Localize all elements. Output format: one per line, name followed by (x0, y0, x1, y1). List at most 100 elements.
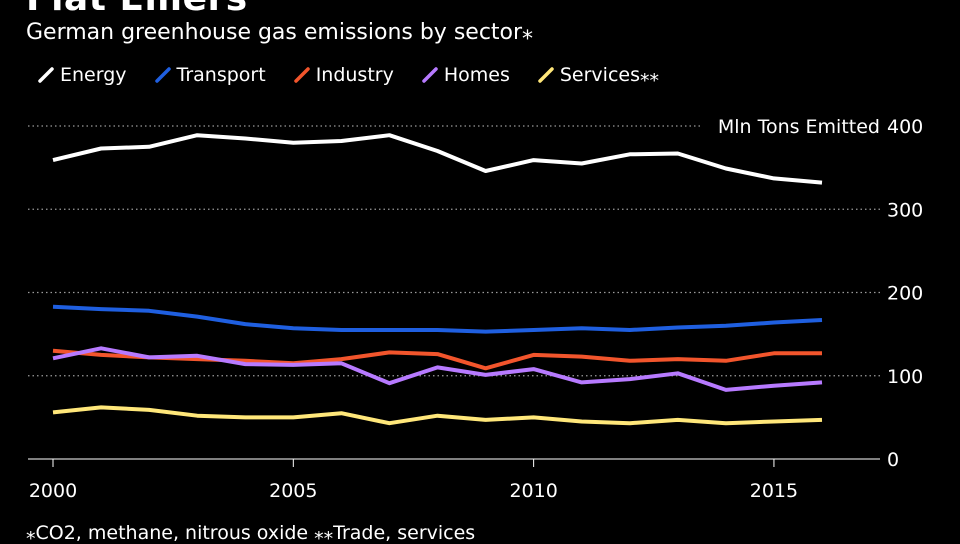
data-point-transport-2012 (628, 328, 632, 332)
legend-label-transport: Transport (176, 64, 266, 86)
data-point-transport-2005 (291, 326, 295, 330)
data-point-services-2006 (339, 411, 343, 415)
data-point-transport-2016 (820, 318, 824, 322)
data-point-services-2005 (291, 415, 295, 419)
series-line-energy (52, 133, 823, 185)
legend-item-homes: Homes (422, 64, 510, 86)
data-point-services-2004 (243, 415, 247, 419)
data-point-services-2000 (51, 410, 55, 414)
x-tick-label-2005: 2005 (269, 480, 317, 502)
data-point-homes-2000 (51, 356, 55, 360)
footnote: ⁎CO2, methane, nitrous oxide ⁎⁎Trade, se… (26, 522, 476, 544)
data-point-services-2011 (580, 420, 584, 424)
legend-swatch-transport (154, 67, 171, 83)
data-point-homes-2016 (820, 380, 824, 384)
data-point-services-2015 (772, 420, 776, 424)
data-point-industry-2010 (532, 353, 536, 357)
series-line-transport (52, 304, 823, 334)
data-point-homes-2005 (291, 363, 295, 367)
series-layer (51, 133, 824, 426)
data-point-homes-2014 (724, 388, 728, 392)
data-point-transport-2014 (724, 324, 728, 328)
data-point-homes-2001 (99, 346, 103, 350)
data-point-transport-2006 (339, 328, 343, 332)
data-point-transport-2002 (147, 309, 151, 313)
legend-item-industry: Industry (293, 64, 394, 86)
data-point-energy-2005 (291, 141, 295, 145)
y-tick-label-300: 300 (887, 199, 923, 221)
data-point-transport-2003 (195, 315, 199, 319)
legend-item-transport: Transport (154, 64, 266, 86)
x-tick-label-2015: 2015 (750, 480, 798, 502)
data-point-transport-2008 (436, 328, 440, 332)
data-point-homes-2006 (339, 361, 343, 365)
data-point-energy-2001 (99, 146, 103, 150)
data-point-energy-2013 (676, 151, 680, 155)
series-line-services (52, 405, 823, 426)
legend-label-energy: Energy (60, 64, 127, 86)
data-point-energy-2009 (484, 169, 488, 173)
data-point-services-2013 (676, 418, 680, 422)
data-point-homes-2009 (484, 373, 488, 377)
data-point-homes-2003 (195, 354, 199, 358)
data-point-industry-2000 (51, 349, 55, 353)
data-point-industry-2007 (387, 350, 391, 354)
grid-layer (28, 125, 880, 460)
data-point-industry-2013 (676, 357, 680, 361)
data-point-homes-2013 (676, 371, 680, 375)
legend-label-services: Services⁎⁎ (559, 64, 659, 86)
data-point-services-2014 (724, 421, 728, 425)
data-point-energy-2007 (387, 133, 391, 137)
legend-swatch-industry (293, 67, 310, 83)
data-point-transport-2013 (676, 325, 680, 329)
data-point-industry-2016 (820, 351, 824, 355)
data-point-services-2007 (387, 421, 391, 425)
data-point-industry-2012 (628, 359, 632, 363)
data-point-services-2008 (436, 414, 440, 418)
data-point-energy-2004 (243, 136, 247, 140)
data-point-services-2010 (532, 415, 536, 419)
data-point-transport-2001 (99, 307, 103, 311)
data-point-energy-2012 (628, 152, 632, 156)
legend: Energy Transport Industry Homes Services⁎⁎ (38, 64, 687, 86)
data-point-homes-2008 (436, 365, 440, 369)
data-point-energy-2014 (724, 166, 728, 170)
data-point-homes-2002 (147, 355, 151, 359)
data-point-industry-2011 (580, 355, 584, 359)
series-line-homes (52, 346, 823, 392)
data-point-energy-2010 (532, 158, 536, 162)
x-tick-label-2000: 2000 (29, 480, 77, 502)
data-point-industry-2014 (724, 359, 728, 363)
data-point-energy-2002 (147, 145, 151, 149)
data-point-transport-2011 (580, 326, 584, 330)
legend-swatch-energy (38, 67, 54, 83)
data-point-homes-2007 (387, 381, 391, 385)
data-point-homes-2004 (243, 362, 247, 366)
y-tick-label-400: 400 (887, 116, 923, 138)
data-point-services-2009 (484, 418, 488, 422)
data-point-transport-2015 (772, 320, 776, 324)
data-point-energy-2000 (51, 158, 55, 162)
data-point-industry-2001 (99, 353, 103, 357)
y-tick-label-100: 100 (887, 366, 923, 388)
chart-subtitle: German greenhouse gas emissions by secto… (26, 20, 534, 45)
data-point-transport-2000 (51, 305, 55, 309)
y-tick-label-200: 200 (887, 283, 923, 305)
data-point-industry-2008 (436, 352, 440, 356)
data-point-services-2016 (820, 418, 824, 422)
x-tick-label-2010: 2010 (509, 480, 557, 502)
axis-layer: 0 100 200 300 400 Mln Tons Emitted 2000 2005 201… (29, 112, 923, 502)
data-point-energy-2011 (580, 161, 584, 165)
data-point-services-2003 (195, 414, 199, 418)
data-point-transport-2007 (387, 328, 391, 332)
legend-label-industry: Industry (315, 64, 394, 86)
data-point-energy-2015 (772, 176, 776, 180)
legend-label-homes: Homes (443, 64, 510, 86)
data-point-transport-2004 (243, 322, 247, 326)
data-point-energy-2006 (339, 139, 343, 143)
data-point-services-2001 (99, 405, 103, 409)
data-point-energy-2003 (195, 133, 199, 137)
legend-swatch-homes (422, 67, 438, 83)
data-point-homes-2011 (580, 380, 584, 384)
